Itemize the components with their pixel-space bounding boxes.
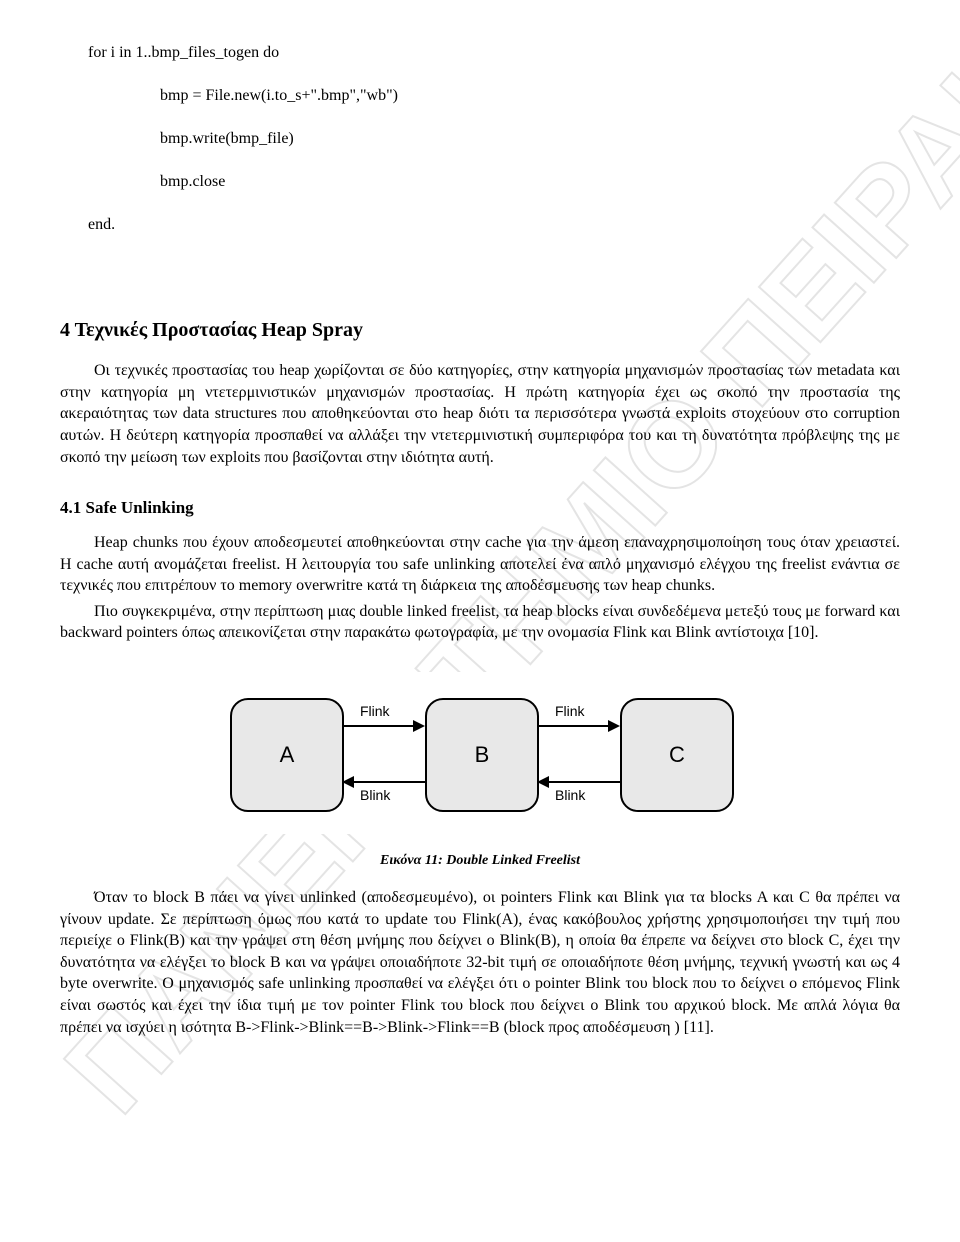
code-snippet: for i in 1..bmp_files_togen do bmp = Fil… [60, 20, 900, 279]
section-heading-4: 4 Τεχνικές Προστασίας Heap Spray [60, 319, 900, 342]
node-b: B [425, 698, 539, 812]
code-line: bmp.write(bmp_file) [60, 128, 900, 150]
node-a: A [230, 698, 344, 812]
arrow-head-icon [413, 720, 425, 732]
edge-line [342, 725, 413, 727]
paragraph: Όταν το block B πάει να γίνει unlinked (… [60, 887, 900, 1038]
figure-double-linked-freelist: A B C Flink Flink Blink Blink Εικόνα 11:… [60, 672, 900, 869]
edge-line [549, 781, 620, 783]
code-line: end. [60, 214, 900, 236]
edge-label-flink: Flink [360, 703, 390, 719]
section-heading-4-1: 4.1 Safe Unlinking [60, 498, 900, 518]
paragraph: Οι τεχνικές προστασίας του heap χωρίζοντ… [60, 360, 900, 468]
figure-caption: Εικόνα 11: Double Linked Freelist [60, 853, 900, 869]
edge-line [537, 725, 608, 727]
code-line: for i in 1..bmp_files_togen do [60, 42, 900, 64]
edge-label-blink: Blink [555, 787, 585, 803]
paragraph: Heap chunks που έχουν αποδεσμευτεί αποθη… [60, 532, 900, 597]
paragraph: Πιο συγκεκριμένα, στην περίπτωση μιας do… [60, 601, 900, 644]
edge-label-flink: Flink [555, 703, 585, 719]
arrow-head-icon [537, 776, 549, 788]
arrow-head-icon [608, 720, 620, 732]
page-content: for i in 1..bmp_files_togen do bmp = Fil… [0, 0, 960, 1082]
diagram: A B C Flink Flink Blink Blink [219, 672, 741, 834]
node-c: C [620, 698, 734, 812]
code-line: bmp.close [60, 171, 900, 193]
edge-line [354, 781, 425, 783]
arrow-head-icon [342, 776, 354, 788]
edge-label-blink: Blink [360, 787, 390, 803]
code-line: bmp = File.new(i.to_s+".bmp","wb") [60, 85, 900, 107]
